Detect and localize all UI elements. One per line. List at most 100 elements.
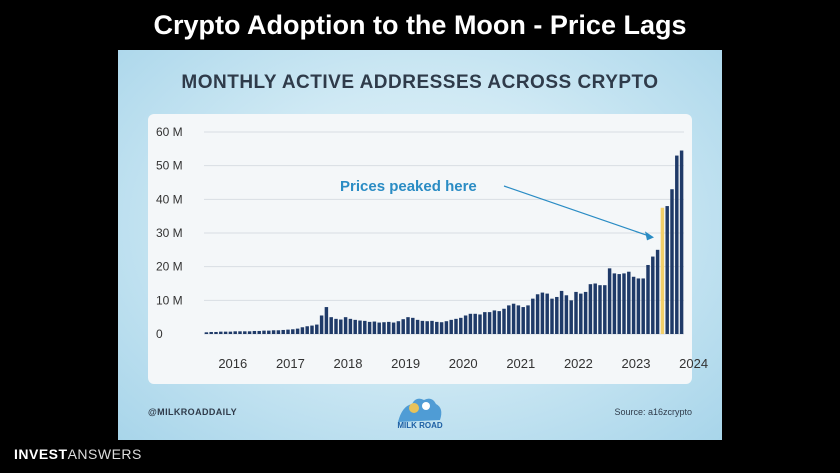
bar [238,331,242,334]
bar [497,311,501,334]
bar [665,206,669,334]
bar [502,308,506,334]
bar [377,322,381,334]
bar [535,294,540,334]
bar [603,285,607,334]
bar [555,296,559,334]
annotation-text: Prices peaked here [340,178,477,195]
bar [267,330,271,334]
bar [324,307,329,334]
bar [214,331,218,334]
bar [319,315,324,334]
brand-bold: INVEST [14,446,68,462]
bar [651,256,655,334]
bar [262,330,266,334]
bar [435,321,439,334]
bar [550,298,554,334]
chart-panel: MONTHLY ACTIVE ADDRESSES ACROSS CRYPTO 0… [118,50,722,440]
bar [487,312,492,334]
bar [507,305,511,334]
bar [291,329,295,334]
bar [583,291,588,334]
bar [559,290,564,334]
bar [636,278,641,334]
bar [396,321,401,334]
y-tick-label: 20 M [156,260,183,274]
bar [531,298,535,334]
bar [521,307,525,334]
bar [660,207,665,334]
bar [511,303,516,334]
bar [271,330,276,334]
x-tick-label: 2023 [622,356,651,371]
bar [391,322,396,334]
bar [233,331,237,334]
y-tick-label: 60 M [156,125,183,139]
bar [243,331,247,334]
bar [382,322,386,334]
bar [463,315,468,334]
bar [492,310,497,334]
bar [516,305,521,334]
y-tick-label: 50 M [156,159,183,173]
x-tick-label: 2020 [449,356,478,371]
bar [315,324,319,334]
bar [353,319,357,334]
bar [598,285,602,334]
x-tick-label: 2016 [218,356,247,371]
bar [574,291,578,334]
milk-road-logo: MILK ROAD [397,398,443,430]
bar [343,317,348,334]
bar [363,320,367,334]
bar [655,249,660,334]
bar [483,312,487,334]
bar [679,150,684,334]
x-tick-label: 2021 [506,356,535,371]
bar [646,264,650,334]
bar [420,320,425,334]
bar [449,319,453,334]
bar [607,268,612,334]
bar [286,329,290,334]
bar [204,332,209,334]
bar [670,189,674,334]
bar [641,278,645,334]
bar [367,321,372,334]
bar [675,155,679,334]
bar [339,319,343,334]
bar [281,329,285,334]
chart-title: MONTHLY ACTIVE ADDRESSES ACROSS CRYPTO [181,72,659,93]
bar [334,318,338,334]
x-tick-label: 2022 [564,356,593,371]
bar [631,276,636,334]
bar [569,300,573,334]
x-tick-label: 2024 [679,356,708,371]
bar [444,321,449,334]
bar [622,273,626,334]
bar [478,314,482,334]
y-tick-label: 30 M [156,226,183,240]
bar [526,305,530,334]
annotation-arrowhead [645,231,654,241]
bar [387,321,391,334]
bar [219,331,223,334]
bar [588,284,593,334]
bar [540,292,545,334]
bar [252,330,257,334]
bar-chart: 0 10 M 20 M 30 M 40 M 50 M 60 M 2016 2017 2018 201… [156,125,708,371]
page-headline: Crypto Adoption to the Moon - Price Lags [153,10,687,40]
bar [425,321,429,334]
bar [439,322,444,334]
bar [358,320,362,334]
x-tick-label: 2019 [391,356,420,371]
bar [473,313,477,334]
brand-logo: INVESTANSWERS [14,446,142,462]
bar [593,283,597,334]
plot-area [148,114,692,384]
bar [228,331,233,334]
bar [209,331,213,334]
x-tick-label: 2017 [276,356,305,371]
bar [223,331,228,334]
bar [454,318,458,334]
bar [310,325,314,334]
